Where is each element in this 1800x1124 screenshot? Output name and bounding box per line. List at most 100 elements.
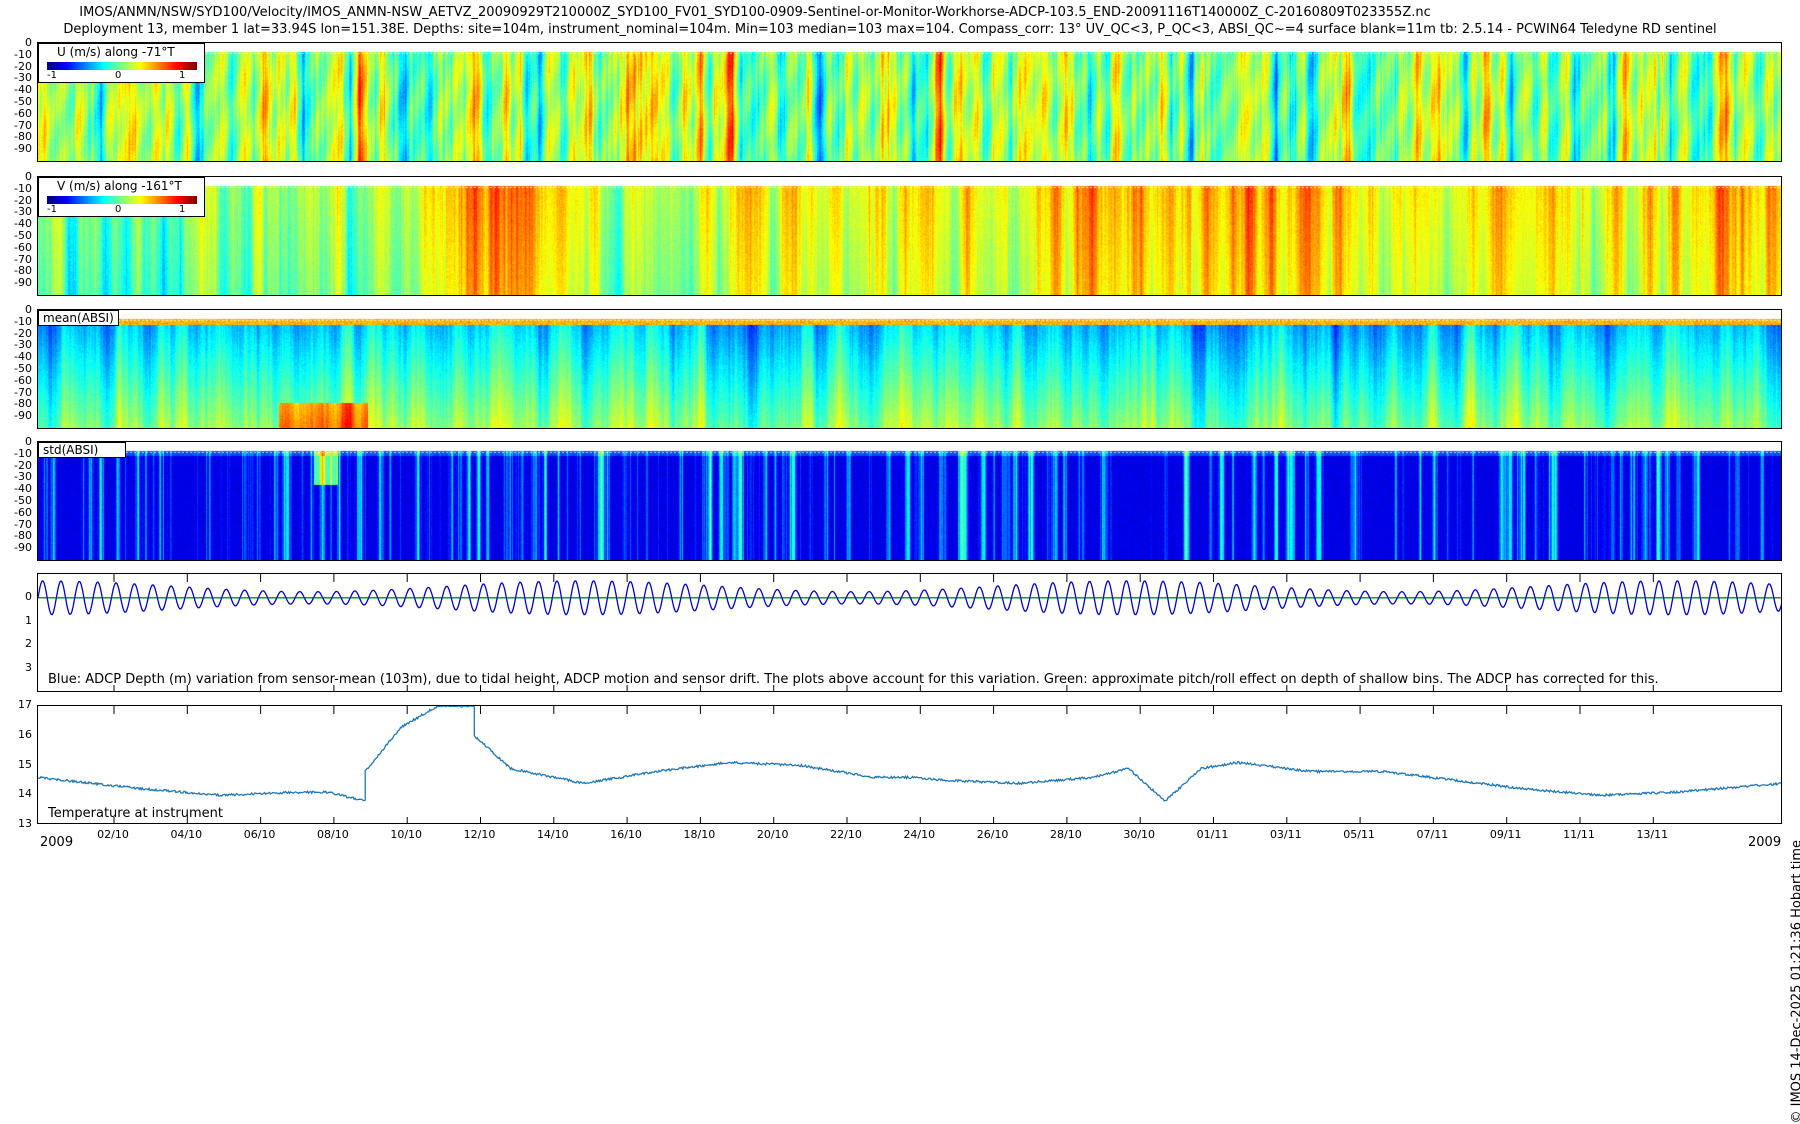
y-tick-label: -70 [14,517,32,531]
x-tick-label: 08/10 [317,828,349,841]
temperature-panel: Temperature at instrument [37,705,1782,824]
x-tick-label: 2009 [1748,835,1782,850]
u-legend-label: U (m/s) along -71°T [57,45,175,59]
y-tick-label: 1 [25,613,32,627]
y-tick-label: -60 [14,505,32,519]
x-tick-label: 30/10 [1123,828,1156,841]
copyright-side-label: © IMOS 14-Dec-2025 01:21:36 Hobart time [1790,840,1800,1124]
x-tick-label: 01/11 [1196,828,1229,841]
std-absi-panel: std(ABSI) [37,441,1782,561]
y-tick-label: -80 [14,264,32,278]
v-velocity-panel: V (m/s) along -161°T -1 0 1 [37,176,1782,296]
depth-annotation: Blue: ADCP Depth (m) variation from sens… [48,672,1659,687]
x-tick-label: 20/10 [756,828,789,841]
y-tick-label: -20 [14,458,32,472]
y-tick-label: -20 [14,193,32,207]
std-absi-legend: std(ABSI) [38,442,126,458]
y-tick-label: 15 [18,757,32,771]
y-tick-label: -30 [14,205,32,219]
x-tick-label: 26/10 [976,828,1009,841]
y-tick-label: -60 [14,373,32,387]
y-tick-label: -20 [14,326,32,340]
mean-absi-legend: mean(ABSI) [38,310,119,326]
y-tick-label: -90 [14,276,32,290]
x-tick-label: 11/11 [1563,828,1595,841]
y-tick-label: -30 [14,470,32,484]
u-cbar-tick: -1 [47,70,57,81]
x-tick-label: 14/10 [536,828,569,841]
y-tick-label: 14 [18,787,32,801]
u-cbar-tick: 0 [115,70,122,81]
y-tick-label: -90 [14,142,32,156]
y-tick-label: -60 [14,240,32,254]
y-tick-label: -50 [14,95,32,108]
y-tick-label: -10 [14,47,32,61]
x-tick-label: 04/10 [170,828,203,841]
v-colorbar [47,196,197,204]
y-tick-label: 16 [18,727,32,741]
v-cbar-tick: -1 [47,204,57,215]
v-cbar-tick: 1 [179,204,186,215]
temperature-plot [38,706,1781,823]
x-tick-label: 16/10 [610,828,642,841]
y-tick-label: 0 [25,36,32,49]
y-tick-label: -80 [14,529,32,543]
figure-title-line1: IMOS/ANMN/NSW/SYD100/Velocity/IMOS_ANMN-… [79,5,1431,20]
y-tick-label: 13 [18,817,32,830]
v-velocity-legend: V (m/s) along -161°T -1 0 1 [38,177,205,217]
y-tick-label: -60 [14,106,32,120]
y-tick-label: -30 [14,71,32,85]
x-tick-label: 07/11 [1416,828,1449,841]
u-cbar-tick: 1 [179,70,186,81]
x-tick-label: 13/11 [1636,828,1669,841]
y-tick-label: -50 [14,229,32,242]
v-cbar-tick: 0 [115,204,122,215]
y-tick-label: -40 [14,217,32,231]
temperature-line [38,706,1781,802]
y-tick-label: -80 [14,130,32,144]
y-tick-label: 17 [18,698,32,711]
y-tick-label: -90 [14,409,32,423]
y-tick-label: -40 [14,482,32,496]
y-tick-label: 2 [25,637,32,651]
y-tick-label: 3 [25,661,32,675]
temperature-annotation: Temperature at instrument [48,806,223,821]
x-tick-label: 03/11 [1269,828,1302,841]
u-velocity-heatmap [38,43,1781,161]
mean-absi-heatmap [38,310,1781,428]
y-tick-label: 0 [25,303,32,316]
y-tick-label: -90 [14,541,32,555]
u-velocity-panel: U (m/s) along -71°T -1 0 1 [37,42,1782,162]
u-velocity-legend: U (m/s) along -71°T -1 0 1 [38,43,205,83]
y-tick-label: -10 [14,446,32,460]
y-tick-label: -80 [14,397,32,411]
y-tick-label: 0 [25,170,32,183]
y-tick-label: -70 [14,385,32,399]
y-tick-label: -40 [14,83,32,97]
y-tick-label: -10 [14,314,32,328]
figure-title-line2: Deployment 13, member 1 lat=33.94S lon=1… [63,22,1717,37]
depth-variation-plot [38,574,1781,691]
x-tick-label: 28/10 [1050,828,1082,841]
mean-absi-panel: mean(ABSI) [37,309,1782,429]
y-tick-label: -70 [14,252,32,266]
x-tick-label: 22/10 [830,828,862,841]
x-tick-label: 2009 [40,835,74,850]
depth-variation-panel: Blue: ADCP Depth (m) variation from sens… [37,573,1782,692]
y-tick-label: -20 [14,59,32,73]
x-tick-label: 18/10 [683,828,716,841]
y-tick-label: -50 [14,494,32,507]
x-tick-label: 05/11 [1343,828,1375,841]
v-velocity-heatmap [38,177,1781,295]
y-tick-label: -50 [14,362,32,375]
y-tick-label: 0 [25,435,32,448]
y-tick-label: -30 [14,338,32,352]
y-tick-label: -10 [14,181,32,195]
x-tick-label: 02/10 [97,828,129,841]
y-tick-label: -40 [14,350,32,364]
x-tick-label: 24/10 [903,828,936,841]
x-tick-label: 10/10 [390,828,423,841]
y-tick-label: 0 [25,589,32,603]
v-legend-label: V (m/s) along -161°T [57,179,182,193]
adcp-depth-variation-line [38,579,1781,616]
